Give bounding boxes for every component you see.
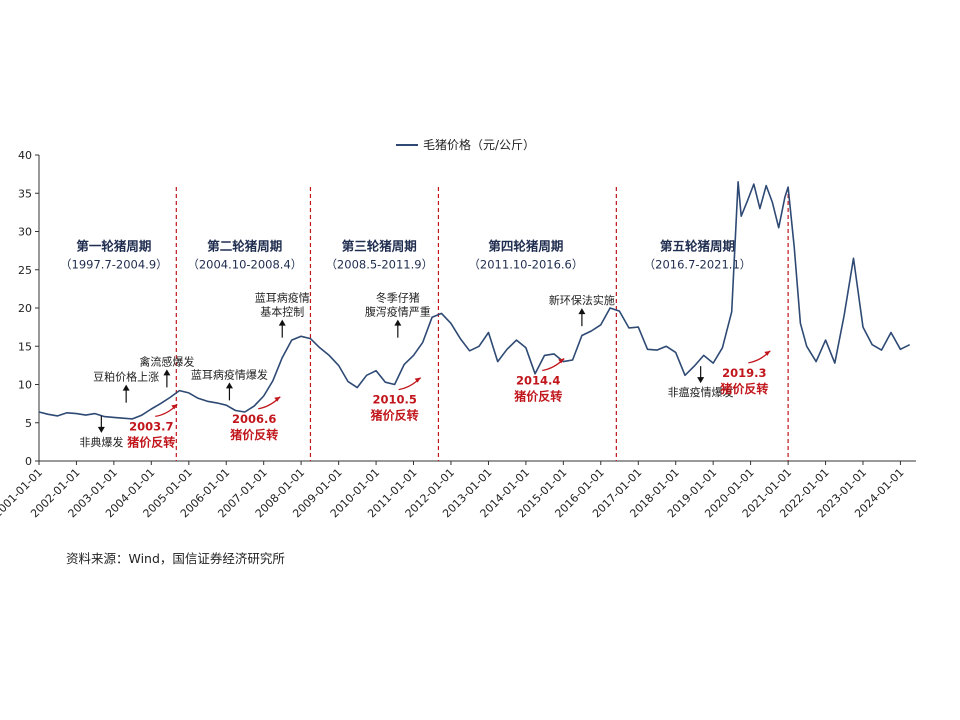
reversal-arrowhead — [764, 350, 771, 356]
y-tick-label: 10 — [18, 379, 32, 392]
reversal-label: 猪价反转 — [126, 434, 175, 449]
plot-area: 05101520253035402001-01-012002-01-012003… — [0, 149, 916, 520]
period-range: （2008.5-2011.9） — [325, 257, 433, 271]
reversal-date: 2003.7 — [129, 419, 173, 433]
y-tick-label: 40 — [18, 149, 32, 162]
event-arrowhead — [278, 319, 286, 326]
legend-label: 毛猪价格（元/公斤） — [423, 137, 535, 152]
period-range: （2011.10-2016.6） — [468, 257, 583, 271]
reversal-label: 猪价反转 — [229, 427, 278, 442]
event-arrowhead — [163, 369, 171, 376]
reversal-date: 2019.3 — [722, 366, 766, 380]
event-arrowhead — [97, 426, 105, 433]
reversal-label: 猪价反转 — [370, 408, 419, 423]
reversal-arrowhead — [414, 377, 421, 383]
event-label: 基本控制 — [260, 305, 304, 319]
event-label: 蓝耳病疫情 — [255, 291, 310, 305]
period-range: （2016.7-2021.1） — [644, 257, 752, 271]
event-label: 禽流感爆发 — [139, 354, 194, 368]
period-title: 第二轮猪周期 — [207, 238, 282, 253]
series-line — [38, 181, 911, 420]
reversal-arrowhead — [558, 358, 565, 364]
event-arrowhead — [578, 308, 586, 315]
event-label: 腹泻疫情严重 — [365, 305, 431, 319]
event-arrowhead — [122, 384, 130, 391]
reversal-arrowhead — [171, 404, 178, 410]
reversal-arrowhead — [274, 396, 281, 402]
period-title: 第一轮猪周期 — [76, 238, 151, 253]
event-arrowhead — [697, 377, 705, 384]
event-label: 冬季仔猪 — [376, 291, 420, 305]
period-title: 第四轮猪周期 — [488, 238, 563, 253]
period-title: 第三轮猪周期 — [342, 238, 417, 253]
event-arrowhead — [225, 382, 233, 389]
reversal-date: 2010.5 — [372, 393, 416, 407]
legend: 毛猪价格（元/公斤） — [396, 137, 535, 152]
event-label: 蓝耳病疫情爆发 — [191, 367, 268, 381]
y-tick-label: 30 — [18, 226, 32, 239]
y-tick-label: 25 — [18, 264, 32, 277]
reversal-date: 2006.6 — [232, 412, 276, 426]
y-tick-label: 15 — [18, 340, 32, 353]
reversal-date: 2014.4 — [516, 374, 560, 388]
period-range: （2004.10-2008.4） — [187, 257, 302, 271]
period-title: 第五轮猪周期 — [660, 238, 735, 253]
y-tick-label: 35 — [18, 187, 32, 200]
event-label: 豆粕价格上涨 — [93, 370, 159, 384]
period-range: （1997.7-2004.9） — [60, 257, 168, 271]
reversal-label: 猪价反转 — [719, 381, 768, 396]
event-label: 非典爆发 — [79, 435, 123, 449]
y-tick-label: 0 — [25, 455, 32, 468]
y-tick-label: 5 — [25, 417, 32, 430]
source-note: 资料来源：Wind，国信证券经济研究所 — [66, 551, 285, 566]
reversal-label: 猪价反转 — [513, 389, 562, 404]
event-arrowhead — [394, 319, 402, 326]
event-label: 新环保法实施 — [549, 293, 615, 307]
y-tick-label: 20 — [18, 302, 32, 315]
event-label: 非瘟疫情爆发 — [668, 385, 734, 399]
